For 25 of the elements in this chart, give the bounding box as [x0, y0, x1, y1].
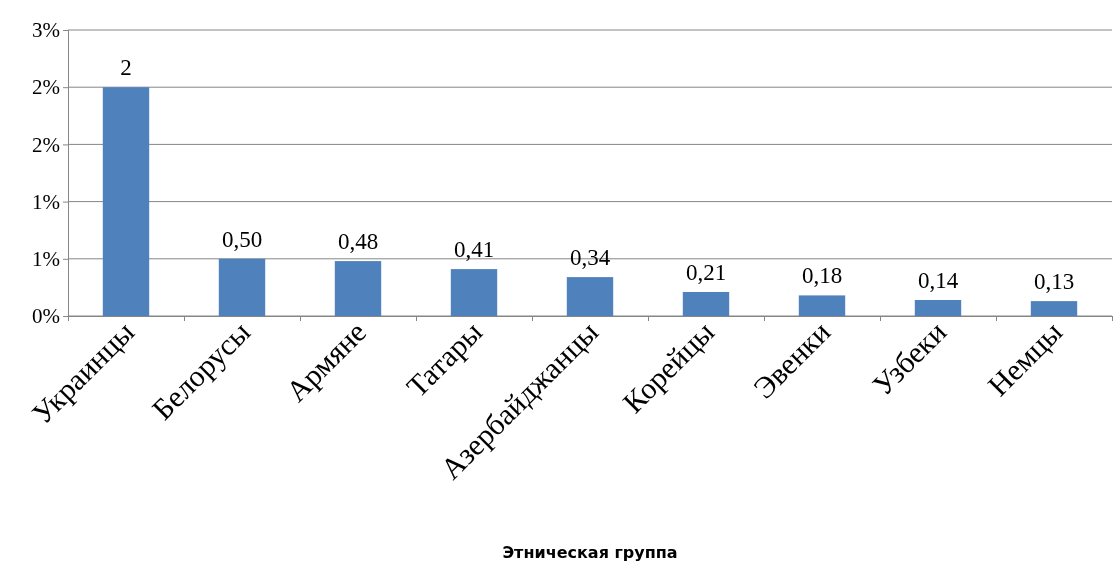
data-label: 0,14: [917, 267, 959, 293]
y-tick-label: 2%: [32, 75, 60, 100]
bar: [1030, 301, 1078, 316]
bar: [218, 258, 266, 316]
bar: [914, 299, 962, 316]
y-tick-label: 3%: [32, 18, 60, 43]
data-label: 2: [120, 55, 132, 81]
bar: [334, 261, 382, 316]
data-label: 0,41: [453, 237, 495, 263]
bar: [566, 277, 614, 316]
y-tick-label: 0%: [32, 304, 60, 329]
bar: [450, 269, 498, 316]
data-label: 0,34: [569, 245, 611, 271]
bar: [102, 87, 150, 316]
bar: [682, 291, 730, 316]
data-label: 0,18: [801, 263, 843, 289]
data-label: 0,50: [221, 226, 263, 252]
x-axis-title: Этническая группа: [502, 543, 678, 562]
y-tick-label: 1%: [32, 189, 60, 214]
data-label: 0,48: [337, 229, 379, 255]
bar: [798, 295, 846, 316]
data-label: 0,13: [1033, 269, 1075, 295]
y-tick-label: 2%: [32, 132, 60, 157]
data-label: 0,21: [685, 259, 727, 285]
y-tick-label: 1%: [32, 247, 60, 272]
